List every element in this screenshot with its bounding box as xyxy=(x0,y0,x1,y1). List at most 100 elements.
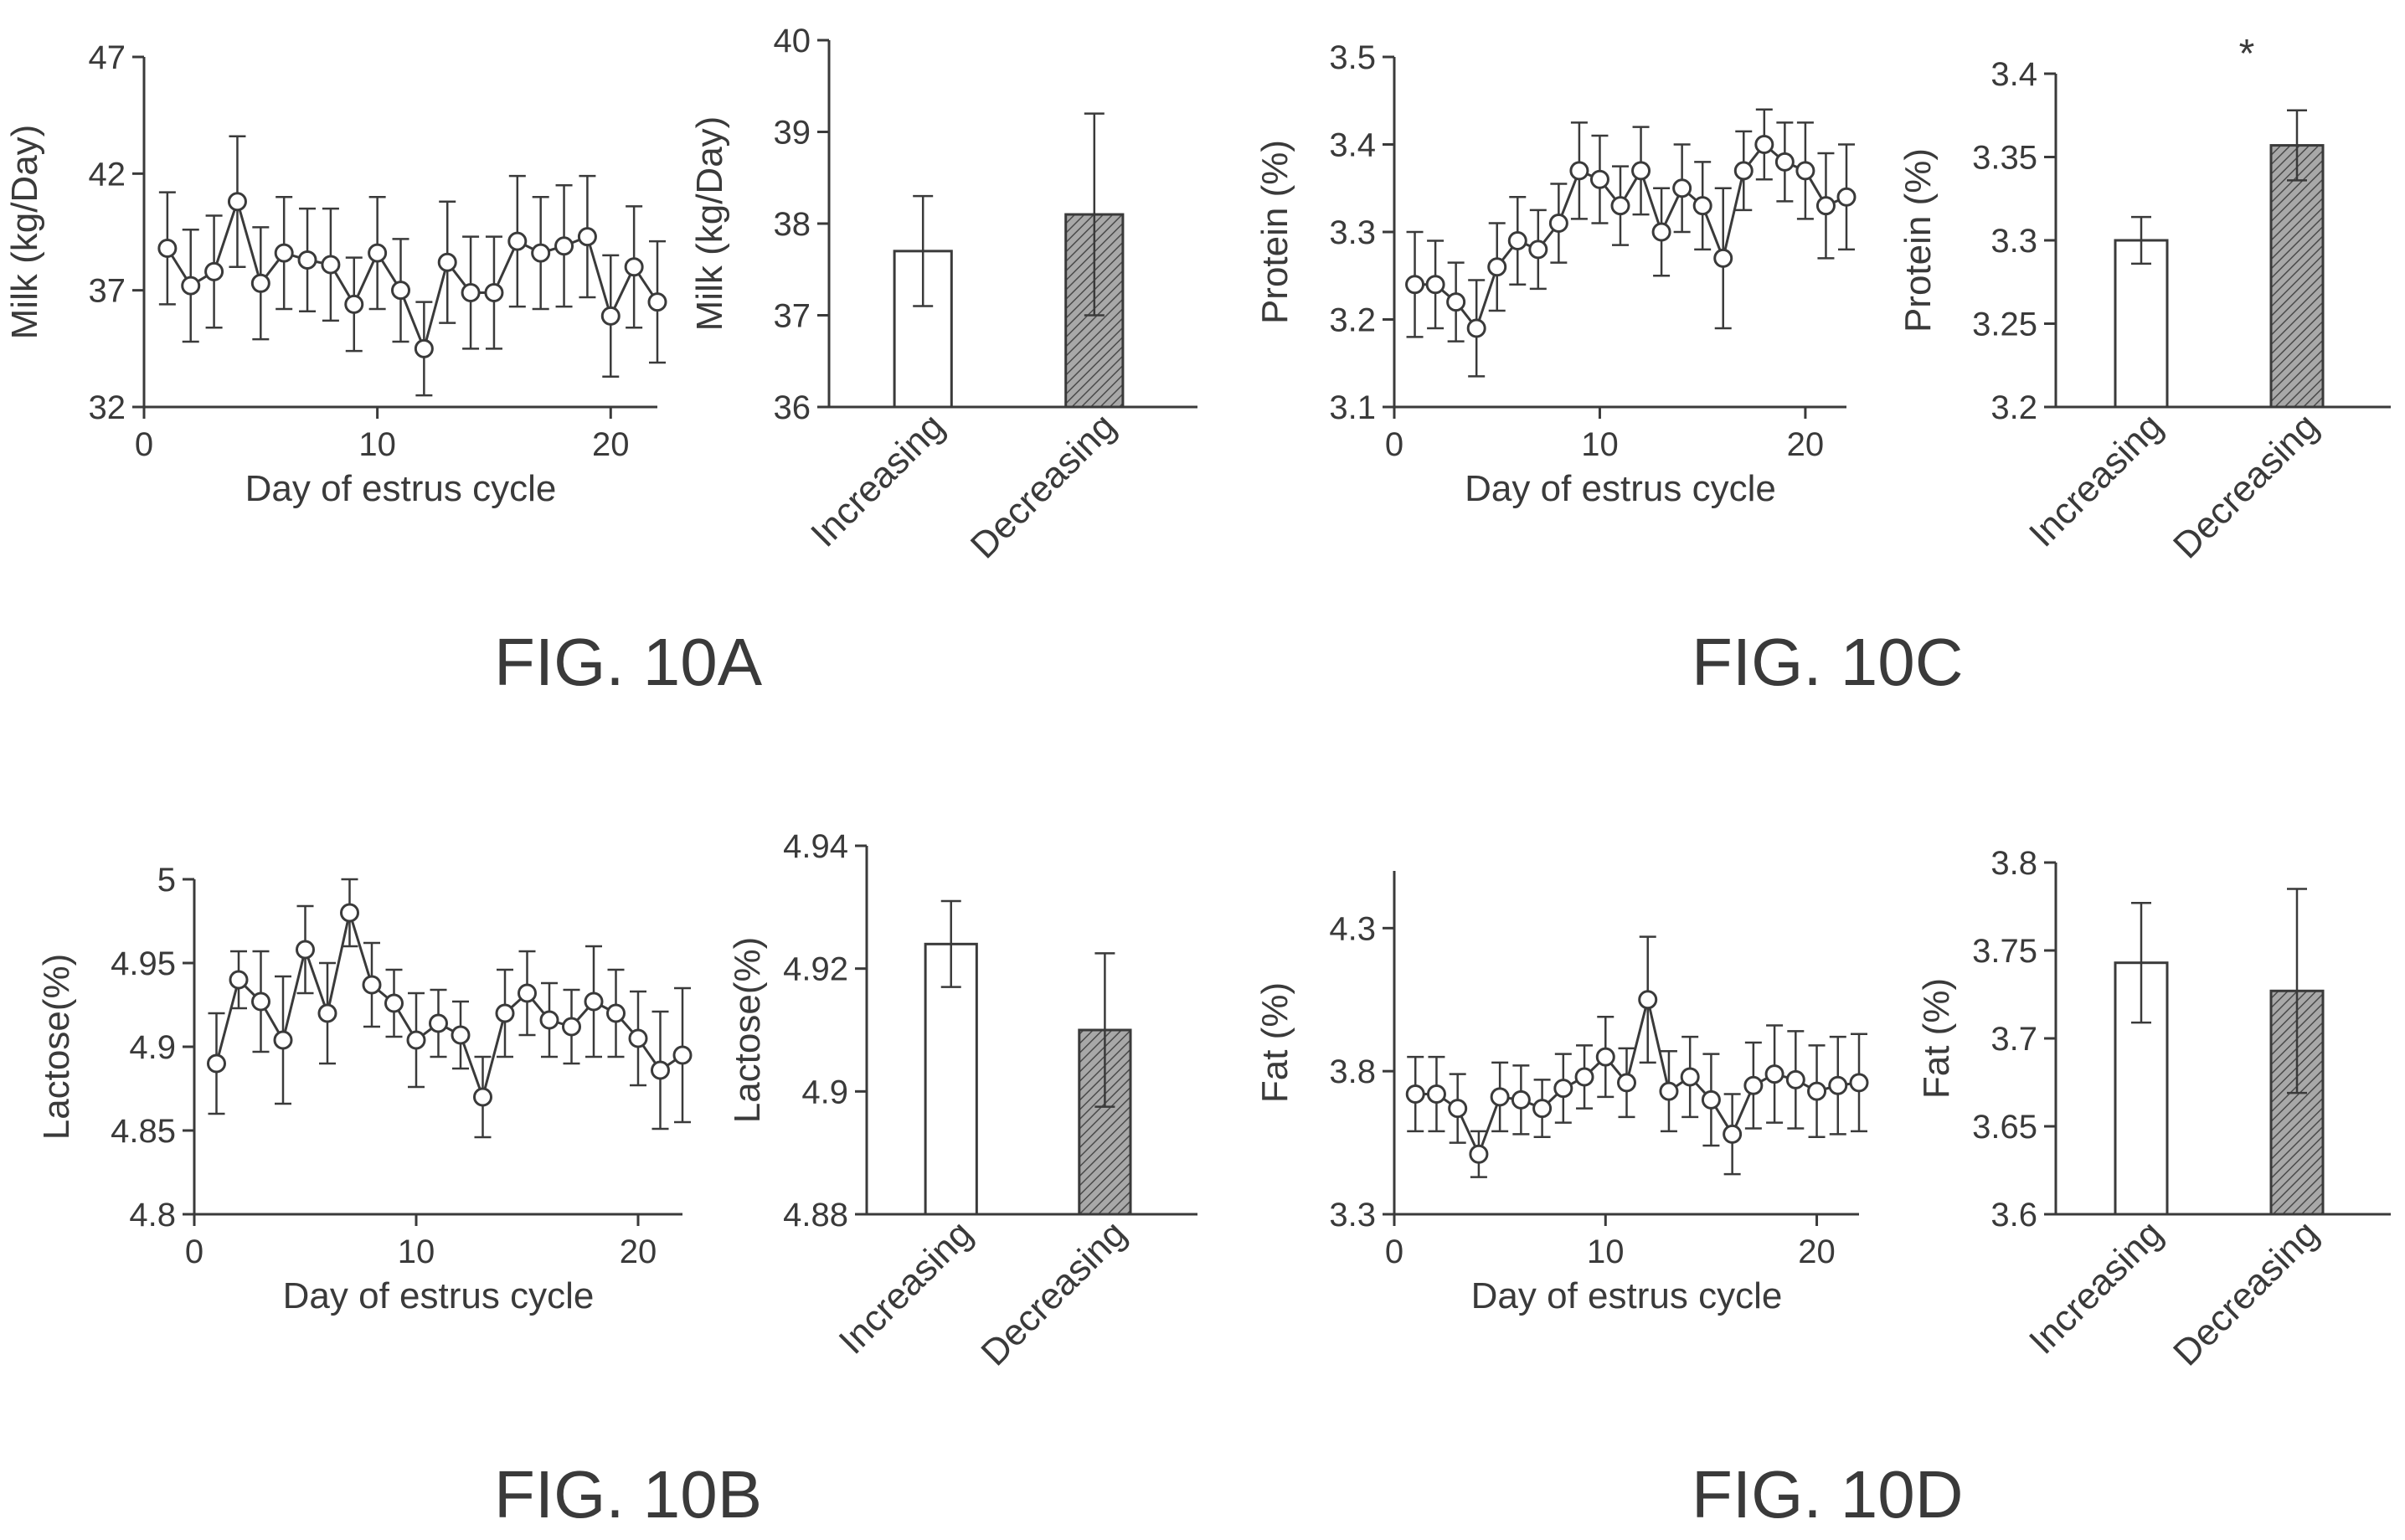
category-label: Decreasing xyxy=(963,405,1124,566)
data-point xyxy=(429,1013,448,1033)
y-tick-label: 32 xyxy=(89,389,126,426)
y-tick-label: 4.85 xyxy=(111,1113,176,1150)
data-point xyxy=(1785,1069,1805,1089)
bar-chart-protein: 3.2 3.25 3.3 3.35 3.4 Protein (%) IncreasingDe… xyxy=(1898,32,2391,566)
x-axis-label: Day of estrus cycle xyxy=(1471,1275,1783,1316)
data-point xyxy=(1743,1075,1764,1095)
y-tick-label: 3.75 xyxy=(1972,933,2037,970)
y-tick-label: 3.6 xyxy=(1990,1197,2037,1234)
data-point xyxy=(1589,169,1609,189)
figure-label-10c: FIG. 10C xyxy=(1692,625,1964,699)
y-tick-label: 3.65 xyxy=(1972,1109,2037,1146)
data-point xyxy=(461,282,481,302)
data-point xyxy=(227,192,247,212)
y-tick-label: 3.1 xyxy=(1329,389,1376,426)
data-point xyxy=(562,1017,581,1037)
y-tick-label: 3.2 xyxy=(1329,302,1376,339)
data-point xyxy=(1701,1089,1721,1110)
data-point xyxy=(1405,1084,1425,1104)
data-point xyxy=(1595,1047,1615,1067)
bar-increasing xyxy=(2114,961,2169,1216)
data-point xyxy=(384,993,404,1013)
x-tick-label: 0 xyxy=(1385,426,1403,463)
y-axis-label: Protein (%) xyxy=(1254,140,1295,324)
bar-chart-milk: 36 37 38 39 40 Milk (kg/Day) Increasing Decreas… xyxy=(689,23,1197,566)
data-point xyxy=(1610,196,1630,216)
data-point xyxy=(1469,1144,1489,1164)
data-point xyxy=(1569,161,1589,181)
data-point xyxy=(484,282,504,302)
bar-increasing xyxy=(2114,239,2169,409)
data-point xyxy=(1713,248,1733,268)
data-point xyxy=(584,991,604,1012)
series-line xyxy=(215,908,683,1102)
y-tick-label: 3.8 xyxy=(1329,1053,1376,1090)
data-point xyxy=(451,1025,471,1045)
x-tick-label: 0 xyxy=(135,426,153,463)
line-chart-protein: 3.1 3.2 3.3 3.4 3.5 0 10 20 Day of estrus cycle P… xyxy=(1254,39,1857,509)
x-tick-label: 10 xyxy=(1587,1234,1625,1270)
data-point xyxy=(1764,1064,1784,1084)
x-tick-label: 10 xyxy=(358,426,396,463)
category-label: Decreasing xyxy=(973,1213,1134,1373)
data-point xyxy=(1733,161,1754,181)
data-point xyxy=(1553,1079,1573,1099)
y-tick-label: 37 xyxy=(774,298,811,335)
data-point xyxy=(321,255,341,275)
data-point xyxy=(1723,1124,1743,1144)
data-point xyxy=(1487,257,1507,277)
data-point xyxy=(437,252,457,272)
data-point xyxy=(1692,196,1712,216)
panel-fig-10a: 32 37 42 47 0 10 20 Day of estrus cycle Milk (kg… xyxy=(4,23,1197,699)
panel-fig-10b: 4.8 4.85 4.9 4.95 5 0 10 20 Day of estrus cycle L… xyxy=(36,828,1197,1532)
y-tick-label: 4.9 xyxy=(129,1029,176,1066)
y-tick-label: 42 xyxy=(89,156,126,193)
y-tick-label: 3.8 xyxy=(1990,845,2037,882)
data-point xyxy=(250,273,270,293)
y-tick-label: 3.35 xyxy=(1972,140,2037,177)
line-chart-fat: 3.3 3.8 4.3 0 10 20 Day of estrus cycle Fat (%) xyxy=(1254,871,1869,1316)
y-tick-label: 4.94 xyxy=(783,828,848,865)
data-point xyxy=(628,1028,648,1048)
data-point xyxy=(1836,187,1857,207)
data-point xyxy=(647,292,667,312)
data-point xyxy=(181,276,201,296)
data-point xyxy=(539,1010,559,1030)
data-point xyxy=(274,243,294,263)
bar-decreasing xyxy=(2269,144,2325,409)
y-tick-label: 3.4 xyxy=(1329,127,1376,164)
y-tick-label: 40 xyxy=(774,23,811,59)
y-tick-label: 4.9 xyxy=(801,1074,848,1110)
data-point xyxy=(273,1030,293,1050)
data-point xyxy=(651,1060,670,1080)
line-chart-lactose: 4.8 4.85 4.9 4.95 5 0 10 20 Day of estrus cycle L… xyxy=(36,862,693,1316)
category-label: Increasing xyxy=(832,1213,981,1362)
bar-chart-lactose: 4.88 4.9 4.92 4.94 Lactose(%) IncreasingDecre… xyxy=(727,828,1197,1373)
data-point xyxy=(251,991,270,1012)
data-point xyxy=(1426,1084,1446,1104)
bar-decreasing xyxy=(2269,989,2325,1216)
y-tick-label: 3.5 xyxy=(1329,39,1376,76)
y-tick-label: 39 xyxy=(774,115,811,152)
data-point xyxy=(1405,275,1425,295)
data-point xyxy=(606,1003,626,1023)
data-point xyxy=(1638,990,1658,1010)
significance-marker: * xyxy=(2239,32,2255,76)
y-tick-label: 36 xyxy=(774,389,811,426)
data-point xyxy=(1528,239,1548,260)
data-point xyxy=(297,250,317,270)
data-point xyxy=(1807,1081,1827,1101)
x-tick-label: 20 xyxy=(1787,426,1825,463)
data-point xyxy=(207,1053,226,1074)
data-point xyxy=(495,1003,515,1023)
data-point xyxy=(1466,318,1486,338)
data-point xyxy=(473,1087,492,1107)
data-point xyxy=(317,1003,337,1023)
y-axis-label: Lactose(%) xyxy=(36,954,77,1141)
data-point xyxy=(1849,1073,1869,1093)
y-tick-label: 3.7 xyxy=(1990,1021,2037,1058)
data-point xyxy=(406,1030,426,1050)
data-point xyxy=(1574,1067,1594,1087)
data-point xyxy=(600,306,621,326)
